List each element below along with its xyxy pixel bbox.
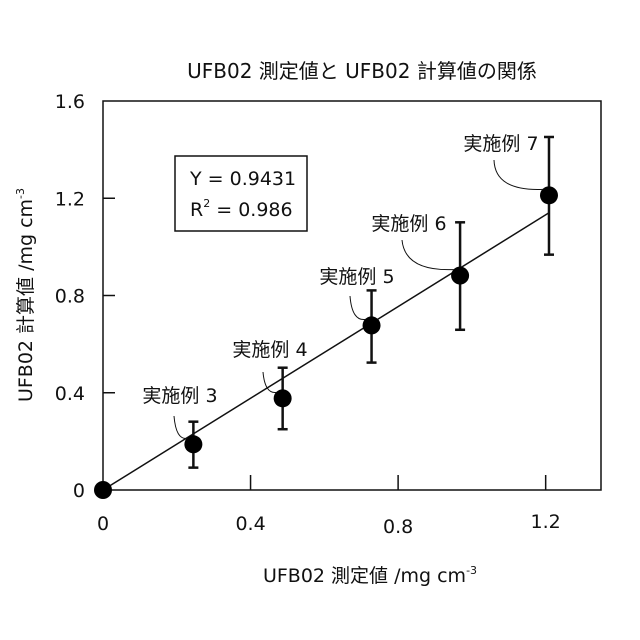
point-label: 実施例 3: [142, 385, 217, 407]
data-point-group: 実施例 6: [371, 213, 470, 332]
x-tick-label: 0.4: [235, 513, 265, 535]
point-label: 実施例 4: [232, 339, 307, 361]
leader-line: [401, 239, 455, 271]
point-label: 実施例 5: [319, 266, 394, 288]
leader-line: [349, 295, 366, 320]
y-tick-label: 0.8: [55, 286, 85, 308]
data-point-group: 実施例 7: [463, 133, 558, 256]
x-tick-label: 1.2: [531, 511, 561, 533]
x-tick-label: 0: [97, 513, 109, 535]
fit-line: [102, 212, 550, 491]
y-tick-label: 0: [73, 480, 85, 502]
y-tick-label: 1.6: [55, 91, 85, 113]
x-tick-label: 0.8: [383, 516, 413, 538]
data-point-group: 実施例 4: [232, 339, 308, 431]
equation-text: Y = 0.9431: [189, 168, 296, 190]
data-point: [273, 389, 292, 408]
data-point: [94, 481, 112, 499]
leader-line: [493, 159, 544, 190]
data-point: [362, 316, 381, 335]
y-tick-label: 1.2: [55, 188, 85, 210]
data-point-group: 実施例 5: [319, 266, 395, 364]
leader-line: [262, 371, 277, 393]
data-point: [539, 186, 558, 205]
data-point: [451, 266, 470, 285]
leader-line: [173, 415, 188, 439]
data-point-group: 実施例 3: [142, 385, 218, 469]
point-label: 実施例 6: [371, 213, 446, 235]
y-axis-label: UFB02 計算値 /mg cm-3: [14, 188, 37, 402]
equation-box: Y = 0.9431 R2 = 0.986: [174, 155, 308, 232]
r-squared-text: R2 = 0.986: [190, 197, 293, 221]
y-tick-label: 0.4: [55, 383, 85, 405]
chart-title: UFB02 測定値と UFB02 計算値の関係: [187, 59, 537, 83]
x-axis-label: UFB02 測定値 /mg cm-3: [263, 564, 477, 587]
point-label: 実施例 7: [463, 133, 538, 155]
data-point-group: [94, 481, 112, 499]
data-point: [184, 435, 203, 454]
